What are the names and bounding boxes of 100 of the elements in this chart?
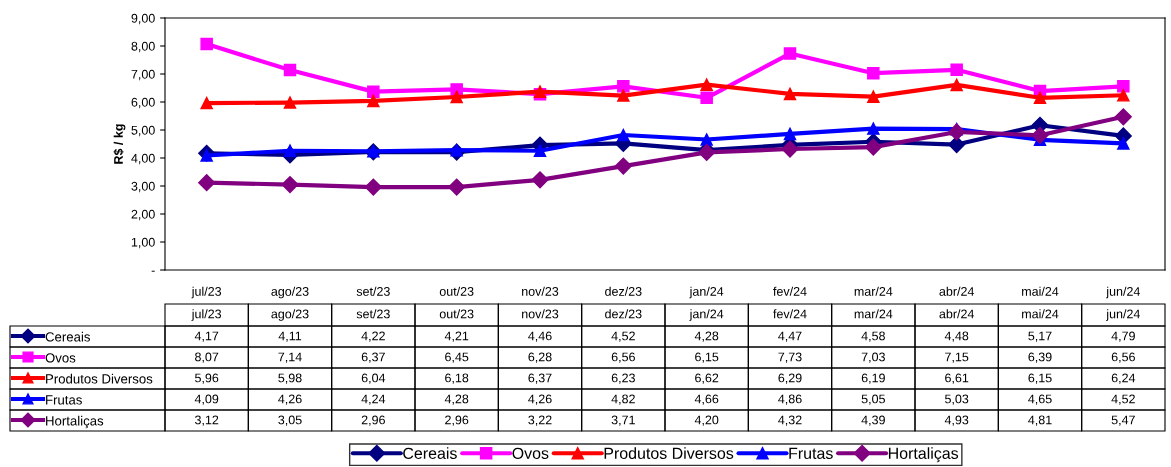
text: Cereais [403,447,457,459]
data-label: 6,61 [945,373,969,384]
x-tick-label: jan/24 [689,286,724,299]
data-label: 4,82 [611,394,635,405]
data-label: 6,56 [1111,352,1135,363]
data-label: 7,15 [945,352,969,363]
legend-label: Ovos [45,353,76,363]
category-label: abr/24 [939,309,975,319]
y-tick-label: 1,00 [131,237,155,249]
data-label: 5,96 [195,373,219,384]
y-tick-label: 9,00 [131,13,155,25]
category-label: fev/24 [773,309,807,319]
y-tick-label: 5,00 [131,125,155,137]
data-label: 4,48 [944,331,969,342]
text: Frutas [789,447,833,459]
data-label: 4,28 [444,394,469,405]
data-label: 4,93 [944,415,969,426]
data-label: 4,81 [1028,415,1052,426]
data-label: 4,28 [694,331,719,342]
y-tick-label: 4,00 [131,153,155,165]
data-label: 5,03 [945,394,969,405]
data-label: 4,21 [444,331,469,342]
text: Ovos [512,447,549,459]
data-label: 7,73 [778,352,802,363]
data-label: 4,17 [194,331,219,342]
data-label: 6,04 [361,373,386,384]
x-tick-label: jun/24 [1106,286,1140,299]
data-label: 4,79 [1111,331,1135,342]
x-tick-label: set/23 [356,286,390,296]
y-tick-label: 6,00 [131,97,155,109]
data-label: 6,39 [1028,352,1052,363]
data-label: 5,47 [1111,415,1135,426]
category-label: set/23 [356,309,390,319]
category-label: out/23 [439,309,474,319]
legend-label: Frutas [46,395,82,405]
data-label: 4,26 [278,394,302,405]
data-label: 4,22 [361,331,385,342]
data-label: 4,32 [778,415,802,426]
category-label: jul/23 [191,309,222,321]
data-label: 8,07 [195,352,219,363]
y-tick-label: 7,00 [131,69,155,81]
category-label: ago/23 [271,309,309,321]
data-label: 3,22 [528,415,552,426]
legend-label: Produtos Diversos [46,373,153,384]
x-tick-label: nov/23 [522,286,559,296]
data-label: 6,45 [445,352,469,363]
category-label: jun/24 [1106,309,1140,321]
x-tick-label: ago/23 [271,286,309,299]
x-tick-label: out/23 [439,286,474,296]
data-label: 4,86 [778,394,802,405]
data-label: 6,18 [445,373,469,384]
y-axis-title: R$ / kg [113,124,126,164]
category-label: nov/23 [522,309,559,319]
y-tick-label: 2,00 [131,209,155,221]
data-label: 3,05 [278,415,302,426]
x-tick-label: dez/23 [605,286,642,296]
text: Hortaliças [888,447,959,463]
data-label: 4,46 [528,331,552,342]
data-label: 6,15 [1028,373,1052,384]
data-label: 2,96 [361,415,385,426]
data-label: 6,23 [611,373,635,384]
data-label: 4,66 [694,394,719,405]
data-label: 6,19 [861,373,885,384]
y-tick-label: 8,00 [131,41,155,53]
data-label: 4,20 [694,415,719,426]
x-tick-label: abr/24 [939,286,975,296]
data-label: 6,24 [1111,373,1136,384]
data-label: 4,47 [778,331,802,342]
data-label: 4,11 [278,331,302,342]
data-label: 5,98 [278,373,302,384]
y-tick-label: 3,00 [131,181,155,193]
data-label: 7,03 [861,352,885,363]
data-label: 4,09 [194,394,219,405]
x-tick-label: mai/24 [1022,286,1059,296]
y-tick-label: - [151,270,155,272]
data-label: 5,17 [1028,331,1052,342]
data-label: 7,14 [278,352,302,363]
category-label: mar/24 [854,309,893,319]
data-label: 6,29 [778,373,802,384]
category-label: jan/24 [689,309,724,321]
data-label: 3,12 [194,415,219,426]
x-tick-label: mar/24 [854,286,893,296]
data-label: 4,24 [361,394,386,405]
data-label: 6,28 [528,352,552,363]
data-label: 4,52 [1111,394,1135,405]
category-label: mai/24 [1022,309,1059,319]
data-label: 4,26 [528,394,552,405]
data-label: 6,15 [695,352,719,363]
data-label: 4,65 [1028,394,1052,405]
data-label: 5,05 [861,394,885,405]
data-label: 3,71 [611,415,635,426]
legend-label: Cereais [45,331,90,342]
x-tick-label: fev/24 [773,286,807,296]
data-label: 6,56 [611,352,635,363]
legend-label: Hortaliças [46,415,104,429]
data-label: 6,37 [361,352,385,363]
data-label: 4,58 [861,331,885,342]
data-label: 6,37 [528,373,552,384]
category-label: dez/23 [605,309,642,319]
x-tick-label: jul/23 [191,286,222,299]
